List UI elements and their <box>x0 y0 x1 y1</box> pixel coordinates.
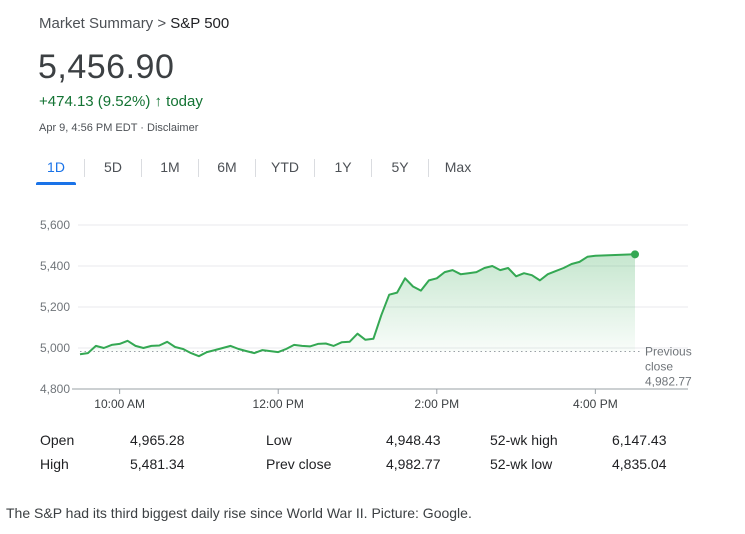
stat-label-prev-close: Prev close <box>266 456 332 472</box>
tab-divider <box>371 159 372 177</box>
x-tick-label: 10:00 AM <box>94 397 145 411</box>
stat-label-high: High <box>40 456 69 472</box>
price-area-fill <box>80 254 635 352</box>
y-tick-label: 5,600 <box>40 218 70 232</box>
price-change: +474.13 (9.52%) ↑ today <box>39 93 203 110</box>
y-tick-label: 5,000 <box>40 341 70 355</box>
tab-divider <box>84 159 85 177</box>
tab-divider <box>428 159 429 177</box>
x-tick-label: 12:00 PM <box>253 397 304 411</box>
previous-close-value: 4,982.77 <box>645 375 692 389</box>
tab-max[interactable]: Max <box>444 159 472 175</box>
disclaimer-link[interactable]: Disclaimer <box>147 122 199 134</box>
stat-label-52wk-low: 52-wk low <box>490 456 553 472</box>
current-price: 5,456.90 <box>38 48 175 86</box>
y-tick-label: 4,800 <box>40 382 70 396</box>
x-tick-label: 4:00 PM <box>573 397 618 411</box>
tab-divider <box>255 159 256 177</box>
image-caption: The S&P had its third biggest daily rise… <box>6 505 472 521</box>
stat-value-low: 4,948.43 <box>386 432 441 448</box>
breadcrumb-parent-link[interactable]: Market Summary <box>39 15 154 32</box>
tab-5y[interactable]: 5Y <box>391 159 409 175</box>
stat-value-52wk-high: 6,147.43 <box>612 432 667 448</box>
quote-timestamp: Apr 9, 4:56 PM EDT <box>39 122 138 134</box>
breadcrumb-separator: > <box>157 15 167 32</box>
breadcrumb: Market Summary > S&P 500 <box>39 15 229 32</box>
price-chart[interactable]: 5,600 5,400 5,200 5,000 4,800 10:00 AM 12:00 P… <box>0 200 745 420</box>
stat-value-prev-close: 4,982.77 <box>386 456 441 472</box>
tab-divider <box>198 159 199 177</box>
change-value: +474.13 (9.52%) <box>39 93 151 110</box>
stats-table: Open 4,965.28 Low 4,948.43 52-wk high 6,… <box>40 432 680 480</box>
price-line <box>79 253 636 358</box>
y-tick-label: 5,200 <box>40 300 70 314</box>
previous-close-label: close <box>645 360 673 374</box>
time-range-tabs: 1D 5D 1M 6M YTD 1Y 5Y Max <box>28 155 487 185</box>
stat-value-52wk-low: 4,835.04 <box>612 456 667 472</box>
tab-5d[interactable]: 5D <box>104 159 122 175</box>
stat-label-open: Open <box>40 432 75 448</box>
tab-1d[interactable]: 1D <box>28 155 84 185</box>
previous-close-label: Previous <box>645 345 692 359</box>
tab-ytd[interactable]: YTD <box>271 159 299 175</box>
last-price-point <box>631 250 639 259</box>
breadcrumb-current: S&P 500 <box>170 15 230 32</box>
stat-label-low: Low <box>266 432 292 448</box>
x-tick-label: 2:00 PM <box>414 397 459 411</box>
stat-value-high: 5,481.34 <box>130 456 185 472</box>
stats-row: High 5,481.34 Prev close 4,982.77 52-wk … <box>40 456 680 480</box>
tab-6m[interactable]: 6M <box>217 159 237 175</box>
stat-value-open: 4,965.28 <box>130 432 185 448</box>
quote-meta: Apr 9, 4:56 PM EDT · Disclaimer <box>39 122 198 134</box>
arrow-up-icon: ↑ <box>154 93 163 110</box>
stat-label-52wk-high: 52-wk high <box>490 432 558 448</box>
change-period: today <box>166 93 203 110</box>
stats-row: Open 4,965.28 Low 4,948.43 52-wk high 6,… <box>40 432 680 456</box>
tab-1y[interactable]: 1Y <box>334 159 352 175</box>
tab-divider <box>314 159 315 177</box>
tab-1m[interactable]: 1M <box>160 159 180 175</box>
meta-separator: · <box>140 122 144 134</box>
y-tick-label: 5,400 <box>40 259 70 273</box>
tab-divider <box>141 159 142 177</box>
